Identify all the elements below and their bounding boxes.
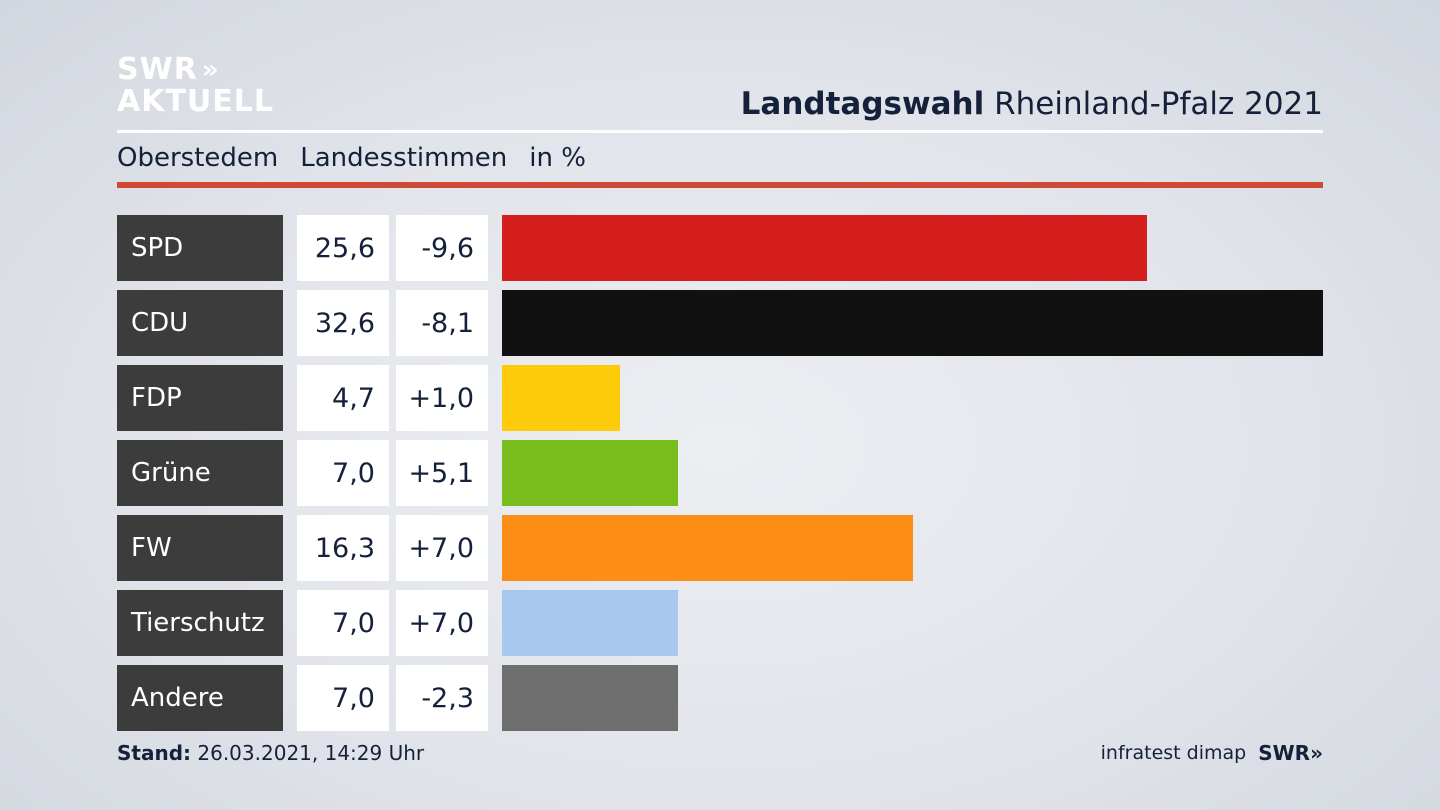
logo-swr-text: SWR [117,52,198,87]
timestamp: Stand: 26.03.2021, 14:29 Uhr [117,741,424,765]
change-label: +7,0 [396,515,488,581]
stand-label: Stand: [117,741,192,765]
bar-andere [502,665,678,731]
subheader-measure: Landesstimmen [300,143,508,173]
vote-share-label: 7,0 [297,590,389,656]
vote-share-label: 32,6 [297,290,389,356]
change-label: -8,1 [396,290,488,356]
subheader-unit: in % [529,143,586,173]
change-label: +1,0 [396,365,488,431]
party-label: FW [117,515,283,581]
bar-grüne [502,440,678,506]
party-label: Andere [117,665,283,731]
change-label: +5,1 [396,440,488,506]
change-label: +7,0 [396,590,488,656]
bar-fdp [502,365,620,431]
title-bold: Landtagswahl [740,86,985,122]
vote-share-label: 4,7 [297,365,389,431]
table-row: Andere 7,0 -2,3 [117,665,1323,731]
subheader-place: Oberstedem [117,143,279,173]
header-divider [117,130,1323,133]
vote-share-label: 7,0 [297,665,389,731]
vote-share-label: 16,3 [297,515,389,581]
title-rest: Rheinland-Pfalz 2021 [994,86,1323,122]
bar-tierschutz [502,590,678,656]
logo-chevron-icon: » [201,55,219,85]
logo-aktuell-text: AKTUELL [117,84,275,119]
subheader: Oberstedem Landesstimmen in % [117,143,586,173]
subheader-divider [117,182,1323,188]
change-label: -9,6 [396,215,488,281]
table-row: CDU 32,6 -8,1 [117,290,1323,356]
swr-brand-logo: SWR» [1258,741,1323,765]
stand-value: 26.03.2021, 14:29 Uhr [197,741,425,765]
party-label: Tierschutz [117,590,283,656]
party-label: Grüne [117,440,283,506]
party-label: CDU [117,290,283,356]
bar-cdu [502,290,1323,356]
table-row: FW 16,3 +7,0 [117,515,1323,581]
party-label: FDP [117,365,283,431]
vote-share-label: 7,0 [297,440,389,506]
vote-share-label: 25,6 [297,215,389,281]
page-title: Landtagswahl Rheinland-Pfalz 2021 [741,86,1323,122]
table-row: SPD 25,6 -9,6 [117,215,1323,281]
source-credit: infratest dimap SWR» [1101,741,1323,765]
table-row: Tierschutz 7,0 +7,0 [117,590,1323,656]
table-row: Grüne 7,0 +5,1 [117,440,1323,506]
change-label: -2,3 [396,665,488,731]
party-label: SPD [117,215,283,281]
swr-aktuell-logo: SWR » AKTUELL [117,54,274,118]
bar-fw [502,515,913,581]
source-text: infratest dimap [1100,742,1247,764]
table-row: FDP 4,7 +1,0 [117,365,1323,431]
bar-spd [502,215,1147,281]
